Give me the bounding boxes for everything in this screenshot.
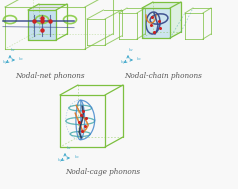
Polygon shape — [142, 8, 170, 38]
Polygon shape — [142, 2, 181, 8]
Text: $k_x$: $k_x$ — [74, 153, 79, 161]
Text: $k_y$: $k_y$ — [57, 156, 63, 165]
Text: Nodal-net phonons: Nodal-net phonons — [15, 72, 85, 80]
Text: $k_y$: $k_y$ — [120, 58, 126, 67]
Text: $k_x$: $k_x$ — [19, 56, 25, 63]
Text: Nodal-cage phonons: Nodal-cage phonons — [65, 168, 141, 176]
Polygon shape — [28, 4, 67, 10]
Polygon shape — [28, 10, 56, 40]
Text: Nodal-chain phonons: Nodal-chain phonons — [124, 72, 202, 80]
Text: $k_y$: $k_y$ — [2, 58, 8, 67]
Polygon shape — [170, 2, 181, 38]
Text: $k_z$: $k_z$ — [65, 144, 71, 152]
Text: $k_z$: $k_z$ — [129, 46, 134, 54]
Text: $k_x$: $k_x$ — [137, 56, 142, 63]
Text: $k_z$: $k_z$ — [10, 46, 16, 54]
